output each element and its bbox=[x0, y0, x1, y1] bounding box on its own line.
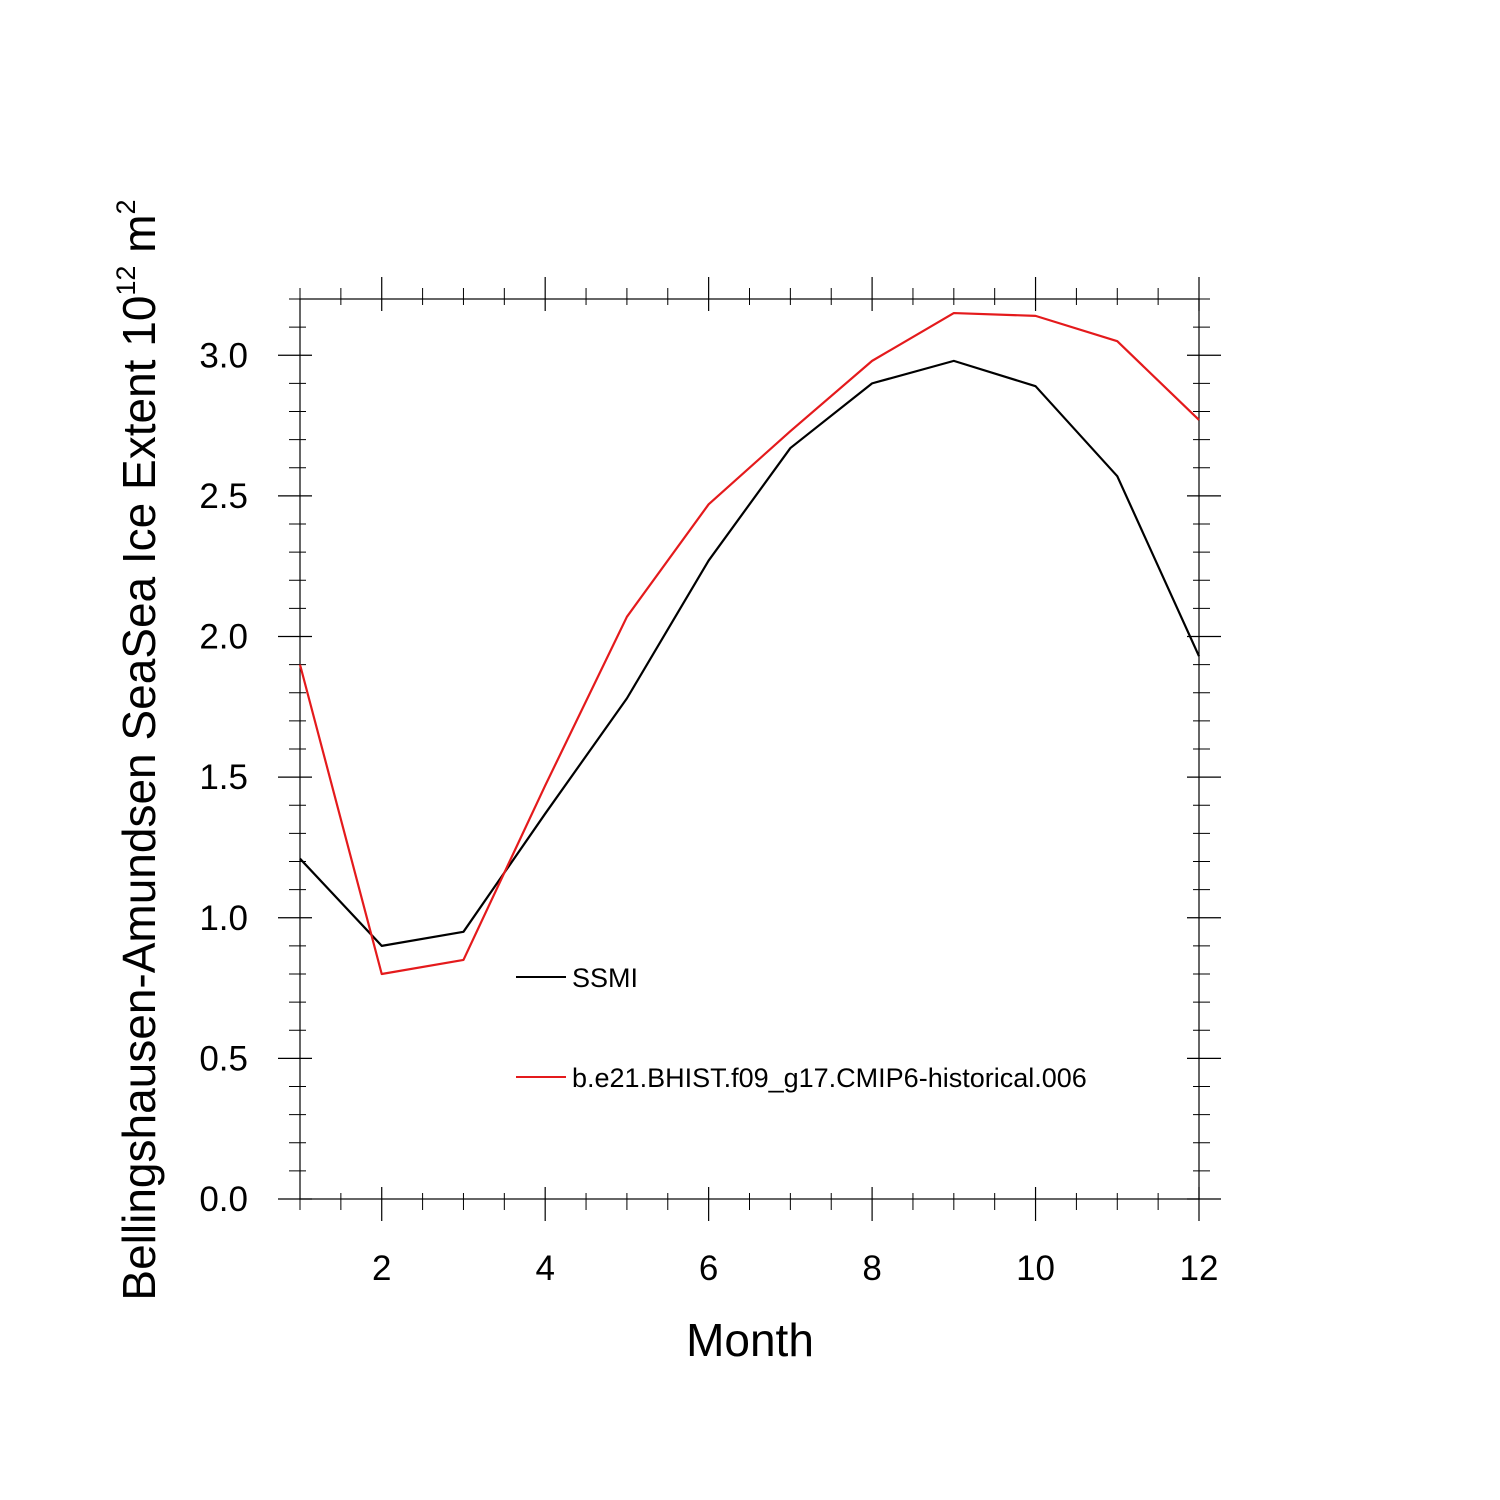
y-tick-label: 0.5 bbox=[199, 1039, 248, 1078]
legend: SSMI b.e21.BHIST.f09_g17.CMIP6-historica… bbox=[516, 963, 1087, 1093]
y-tick-label: 1.0 bbox=[199, 899, 248, 938]
legend-entry-cmip6: b.e21.BHIST.f09_g17.CMIP6-historical.006 bbox=[516, 1063, 1087, 1093]
legend-entry-ssmi: SSMI bbox=[516, 963, 638, 993]
y-tick-label: 2.0 bbox=[199, 618, 248, 657]
y-axis-label-unit-exponent: 2 bbox=[111, 199, 141, 214]
plot-frame bbox=[299, 298, 1200, 1200]
legend-label-ssmi: SSMI bbox=[572, 963, 638, 993]
y-tick-label: 3.0 bbox=[199, 336, 248, 375]
y-tick-label: 0.0 bbox=[199, 1180, 248, 1219]
x-tick-label: 10 bbox=[1016, 1249, 1055, 1288]
x-tick-label: 8 bbox=[862, 1249, 881, 1288]
y-axis-label-main: Bellingshausen-Amundsen SeaSea Ice Exten… bbox=[113, 296, 165, 1301]
minor-ticks bbox=[289, 288, 1210, 1210]
y-tick-label: 1.5 bbox=[199, 758, 248, 797]
series-layer bbox=[298, 311, 1201, 976]
x-tick-label: 2 bbox=[372, 1249, 391, 1288]
x-tick-label: 6 bbox=[699, 1249, 718, 1288]
y-axis-label-unit: m bbox=[113, 214, 165, 265]
y-axis-label-exponent: 12 bbox=[111, 266, 141, 296]
y-tick-labels: 0.0 0.5 1.0 1.5 2.0 2.5 3.0 bbox=[199, 336, 248, 1219]
series-line-ssmi bbox=[299, 359, 1201, 947]
series-line-cmip6 bbox=[298, 311, 1200, 976]
y-tick-label: 2.5 bbox=[199, 477, 248, 516]
y-axis-label: Bellingshausen-Amundsen SeaSea Ice Exten… bbox=[111, 199, 165, 1300]
x-tick-label: 12 bbox=[1180, 1249, 1219, 1288]
legend-label-cmip6: b.e21.BHIST.f09_g17.CMIP6-historical.006 bbox=[572, 1063, 1087, 1093]
x-tick-labels: 2 4 6 8 10 12 bbox=[372, 1249, 1218, 1288]
x-tick-label: 4 bbox=[535, 1249, 554, 1288]
x-axis-label: Month bbox=[686, 1314, 814, 1366]
